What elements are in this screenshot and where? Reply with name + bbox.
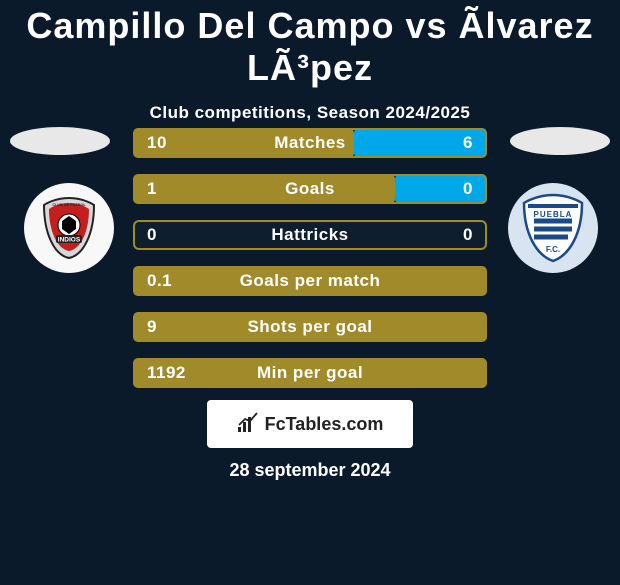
stat-row: Goals per match0.1 (133, 266, 487, 296)
stat-row: Hattricks0 0 (133, 220, 487, 250)
stat-value-left: 9 (147, 312, 157, 342)
stat-label: Goals (133, 174, 487, 204)
stat-value-left: 0.1 (147, 266, 172, 296)
stat-row: Goals1 0 (133, 174, 487, 204)
stat-row: Shots per goal9 (133, 312, 487, 342)
club-badge-left: INDIOS CLUB DE FUTBOL (24, 183, 114, 273)
stat-label: Matches (133, 128, 487, 158)
site-badge: FcTables.com (207, 400, 413, 448)
stat-row: Matches10 6 (133, 128, 487, 158)
stat-value-right: 6 (463, 128, 473, 158)
stat-label: Hattricks (133, 220, 487, 250)
stat-label: Shots per goal (133, 312, 487, 342)
puebla-crest-icon: PUEBLA F.C. (514, 189, 592, 267)
stats-area: Matches106Goals10Hattricks00Goals per ma… (133, 128, 487, 404)
page-title: Campillo Del Campo vs Ãlvarez LÃ³pez (0, 5, 620, 89)
stat-value-left: 1 (147, 174, 157, 204)
svg-text:PUEBLA: PUEBLA (534, 210, 573, 219)
svg-text:INDIOS: INDIOS (58, 237, 81, 244)
stat-value-left: 0 (147, 220, 157, 250)
stat-value-right: 0 (463, 174, 473, 204)
stat-row: Min per goal1192 (133, 358, 487, 388)
player-photo-left (10, 127, 110, 155)
footer-date: 28 september 2024 (0, 460, 620, 481)
site-label: FcTables.com (265, 414, 384, 435)
stat-value-left: 10 (147, 128, 167, 158)
site-logo-icon (237, 411, 259, 438)
stat-label: Min per goal (133, 358, 487, 388)
page-subtitle: Club competitions, Season 2024/2025 (0, 103, 620, 123)
stat-value-left: 1192 (147, 358, 186, 388)
svg-text:F.C.: F.C. (546, 245, 560, 254)
indios-crest-icon: INDIOS CLUB DE FUTBOL (34, 193, 104, 263)
svg-text:CLUB DE FUTBOL: CLUB DE FUTBOL (52, 203, 86, 207)
stat-label: Goals per match (133, 266, 487, 296)
stat-value-right: 0 (463, 220, 473, 250)
club-badge-right: PUEBLA F.C. (508, 183, 598, 273)
player-photo-right (510, 127, 610, 155)
